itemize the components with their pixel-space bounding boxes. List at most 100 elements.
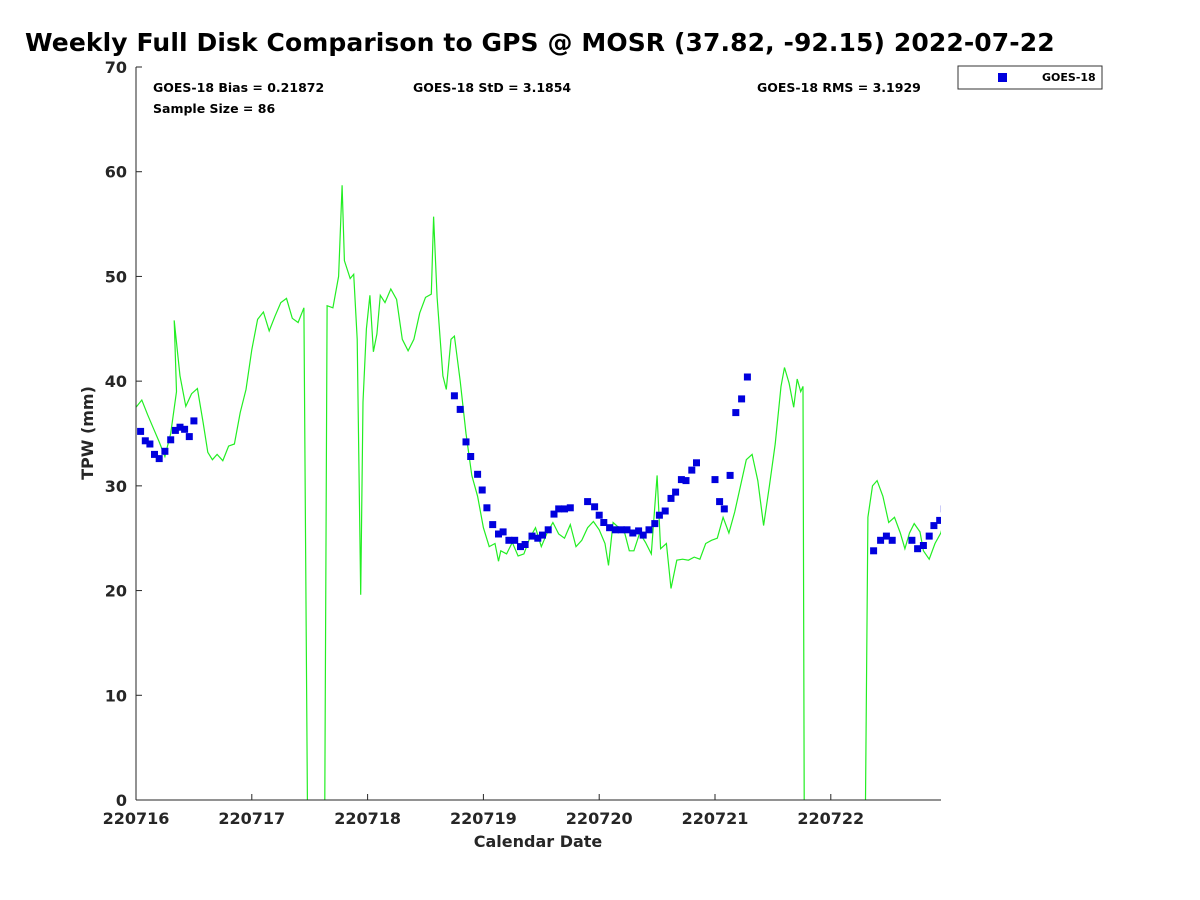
goes-point bbox=[623, 526, 631, 534]
y-tick-label: 10 bbox=[105, 686, 127, 705]
plot-area bbox=[136, 185, 1017, 800]
goes-point bbox=[555, 505, 563, 513]
goes-point bbox=[999, 461, 1006, 468]
goes-point bbox=[185, 433, 193, 441]
goes-point bbox=[936, 516, 941, 524]
legend: GOES-18 bbox=[957, 65, 1103, 90]
goes-point bbox=[550, 510, 558, 518]
goes-point bbox=[171, 426, 179, 434]
goes-point bbox=[151, 450, 158, 458]
goes-point bbox=[672, 488, 680, 496]
y-tick-label: 60 bbox=[105, 163, 127, 182]
goes-point bbox=[677, 476, 685, 484]
goes-point bbox=[989, 461, 996, 468]
goes-point bbox=[456, 405, 464, 413]
goes-point bbox=[505, 536, 513, 544]
goes-point bbox=[956, 505, 963, 512]
goes-point bbox=[146, 440, 154, 448]
goes-point bbox=[495, 530, 502, 538]
goes-point bbox=[645, 526, 653, 534]
y-tick-label: 40 bbox=[105, 372, 127, 391]
goes-point bbox=[667, 494, 675, 502]
x-axis-label: Calendar Date bbox=[474, 832, 603, 851]
goes-point bbox=[682, 477, 690, 485]
goes-point bbox=[711, 476, 719, 484]
goes-point bbox=[1005, 464, 1012, 471]
goes-point bbox=[499, 528, 507, 536]
goes-point bbox=[940, 505, 941, 513]
goes-point bbox=[539, 531, 546, 539]
goes-point bbox=[190, 417, 198, 425]
x-tick-label: 220720 bbox=[566, 809, 633, 828]
y-tick-label: 0 bbox=[116, 791, 127, 810]
x-tick-label: 220721 bbox=[682, 809, 749, 828]
goes-point bbox=[914, 545, 922, 553]
goes-point bbox=[591, 503, 599, 511]
goes-point bbox=[606, 524, 614, 532]
goes-point bbox=[155, 455, 163, 463]
goes-point bbox=[521, 541, 529, 548]
goes-point bbox=[925, 532, 933, 540]
x-tick-label: 220718 bbox=[334, 809, 401, 828]
goes-point bbox=[161, 447, 169, 455]
goes-point bbox=[738, 395, 746, 403]
goes-point bbox=[617, 526, 625, 534]
goes-point bbox=[661, 507, 669, 515]
x-tick-label: 220717 bbox=[218, 809, 285, 828]
goes-point bbox=[720, 505, 728, 513]
std-stat: GOES-18 StD = 3.1854 bbox=[413, 80, 571, 95]
goes-point bbox=[483, 504, 491, 512]
goes-point bbox=[973, 486, 980, 493]
goes-point bbox=[635, 527, 643, 535]
goes-point bbox=[462, 438, 470, 446]
y-tick-label: 20 bbox=[105, 582, 127, 601]
y-tick-label: 30 bbox=[105, 477, 127, 496]
gps-line-segment bbox=[864, 479, 941, 800]
goes-point bbox=[870, 547, 878, 555]
goes-point bbox=[474, 470, 482, 478]
goes-point bbox=[584, 498, 592, 506]
goes-point bbox=[882, 532, 890, 540]
goes-point bbox=[595, 511, 603, 519]
goes-point bbox=[544, 526, 552, 534]
goes-point bbox=[1010, 489, 1017, 496]
y-tick-label: 50 bbox=[105, 267, 127, 286]
bias-stat: GOES-18 Bias = 0.21872 bbox=[153, 80, 324, 95]
goes-point bbox=[639, 531, 647, 539]
goes-point bbox=[655, 511, 663, 519]
y-axis-label: TPW (mm) bbox=[78, 386, 97, 480]
x-tick-label: 220716 bbox=[103, 809, 170, 828]
goes-point bbox=[693, 459, 700, 467]
rms-stat: GOES-18 RMS = 3.1929 bbox=[757, 80, 921, 95]
goes-point bbox=[467, 453, 475, 460]
goes-point bbox=[450, 392, 458, 400]
goes-point bbox=[962, 508, 969, 515]
goes-point bbox=[611, 526, 619, 534]
goes-point bbox=[478, 486, 486, 494]
goes-point bbox=[930, 522, 938, 530]
goes-point bbox=[716, 498, 724, 506]
goes-point bbox=[489, 521, 497, 529]
gps-line-segment bbox=[324, 185, 805, 800]
legend-marker bbox=[998, 73, 1007, 82]
goes-point bbox=[688, 466, 696, 474]
goes-point bbox=[726, 471, 734, 479]
goes-point bbox=[534, 534, 542, 542]
gps-line-segment bbox=[136, 297, 308, 800]
x-tick-label: 220722 bbox=[797, 809, 864, 828]
goes-point bbox=[732, 409, 740, 417]
goes-point bbox=[561, 505, 568, 513]
goes-point bbox=[888, 536, 896, 544]
goes-point bbox=[517, 543, 524, 551]
sample-size-stat: Sample Size = 86 bbox=[153, 101, 275, 116]
goes-point bbox=[950, 509, 957, 516]
goes-point bbox=[181, 425, 189, 433]
goes-point bbox=[167, 436, 175, 444]
goes-point bbox=[945, 499, 952, 506]
x-tick-label: 220719 bbox=[450, 809, 517, 828]
goes-point bbox=[919, 542, 927, 549]
goes-point bbox=[528, 532, 536, 540]
axes: 0 10 20 30 40 50 60 70 220716 220717 220718 220719 2… bbox=[103, 58, 941, 828]
goes-point bbox=[141, 437, 149, 445]
